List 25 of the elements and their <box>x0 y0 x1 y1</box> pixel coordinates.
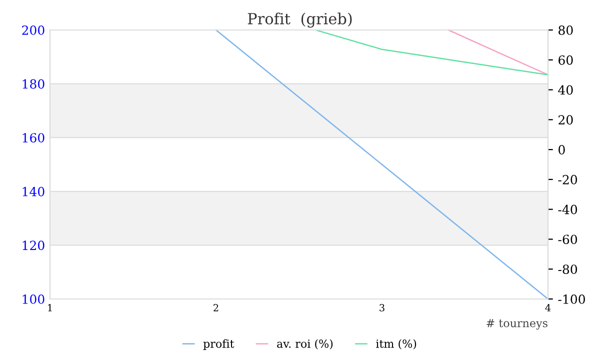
x-tick-label: 3 <box>380 304 384 312</box>
y-tick-label: 140 <box>22 186 44 196</box>
y-tick-label: 100 <box>22 294 44 304</box>
chart-title: Profit (grieb) <box>248 12 352 28</box>
x-tick-label: 2 <box>214 304 218 312</box>
legend-label: av. roi (%) <box>277 339 333 350</box>
y2-tick-label: -20 <box>558 174 578 184</box>
y2-tick-label: 80 <box>558 25 573 35</box>
y2-tick-label: 60 <box>558 55 573 65</box>
legend-label: itm (%) <box>376 339 416 350</box>
y-tick-label: 180 <box>22 79 44 89</box>
y2-tick-label: 40 <box>558 85 573 95</box>
y2-tick-label: -100 <box>558 294 585 304</box>
legend-label: profit <box>203 339 234 350</box>
y2-tick-label: -60 <box>558 234 578 244</box>
y-tick-label: 160 <box>22 133 44 143</box>
y2-tick-label: 0 <box>558 145 565 154</box>
y-tick-label: 200 <box>22 25 44 35</box>
x-axis-title: # tourneys <box>486 319 548 330</box>
y-tick-label: 120 <box>22 240 44 250</box>
x-tick-label: 4 <box>545 304 551 312</box>
y2-tick-label: -80 <box>558 264 578 274</box>
x-tick-label: 1 <box>48 304 52 312</box>
y2-tick-label: -40 <box>558 204 578 214</box>
y2-tick-label: 20 <box>558 115 573 125</box>
